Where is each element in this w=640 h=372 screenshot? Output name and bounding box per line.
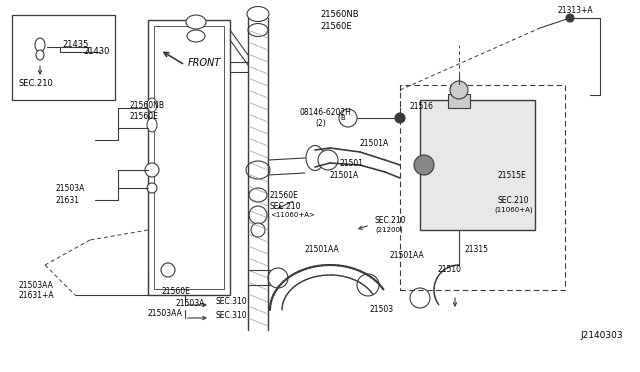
Bar xyxy=(400,85,565,290)
Text: (11060+A): (11060+A) xyxy=(494,207,532,213)
Bar xyxy=(448,94,470,108)
Circle shape xyxy=(147,183,157,193)
Text: J2140303: J2140303 xyxy=(580,330,623,340)
Text: 21503AA: 21503AA xyxy=(148,308,183,317)
Bar xyxy=(154,26,224,289)
Circle shape xyxy=(268,268,288,288)
Circle shape xyxy=(414,155,434,175)
Text: 21313+A: 21313+A xyxy=(558,6,594,15)
Text: SEC.310: SEC.310 xyxy=(215,311,246,320)
Text: 21560E: 21560E xyxy=(162,288,191,296)
Text: 21516: 21516 xyxy=(410,102,434,110)
Ellipse shape xyxy=(246,161,270,179)
Ellipse shape xyxy=(147,118,157,132)
Ellipse shape xyxy=(306,145,324,170)
Circle shape xyxy=(318,150,338,170)
Ellipse shape xyxy=(186,15,206,29)
Circle shape xyxy=(566,14,574,22)
Ellipse shape xyxy=(248,23,268,36)
Circle shape xyxy=(395,113,405,123)
Ellipse shape xyxy=(247,6,269,22)
Text: 08146-6202H: 08146-6202H xyxy=(300,108,352,116)
Text: 21560E: 21560E xyxy=(270,190,299,199)
Text: 21560NB: 21560NB xyxy=(320,10,358,19)
Circle shape xyxy=(251,223,265,237)
Text: 21501AA: 21501AA xyxy=(305,246,340,254)
Text: B: B xyxy=(340,115,346,121)
Text: <11060+A>: <11060+A> xyxy=(270,212,315,218)
Text: 21503AA: 21503AA xyxy=(18,280,53,289)
Text: SEC.210: SEC.210 xyxy=(18,78,52,87)
Text: 21560E: 21560E xyxy=(320,22,351,31)
Bar xyxy=(148,20,230,295)
Text: SEC.210: SEC.210 xyxy=(498,196,529,205)
Bar xyxy=(420,100,535,230)
Text: 21560E: 21560E xyxy=(130,112,159,121)
Text: 21631: 21631 xyxy=(55,196,79,205)
Text: 21515E: 21515E xyxy=(498,170,527,180)
Text: SEC.210: SEC.210 xyxy=(270,202,301,211)
Text: 21435: 21435 xyxy=(62,39,88,48)
Text: 21503A: 21503A xyxy=(55,183,84,192)
Ellipse shape xyxy=(147,98,157,112)
Text: 21631+A: 21631+A xyxy=(18,291,54,299)
Text: 21430: 21430 xyxy=(83,46,109,55)
Circle shape xyxy=(249,206,267,224)
Text: 21501AA: 21501AA xyxy=(390,250,425,260)
Text: 21501A: 21501A xyxy=(330,170,359,180)
Ellipse shape xyxy=(35,38,45,52)
Text: 21503A: 21503A xyxy=(175,298,204,308)
Circle shape xyxy=(145,163,159,177)
Text: 21501: 21501 xyxy=(340,158,364,167)
Text: SEC.310: SEC.310 xyxy=(215,298,246,307)
Ellipse shape xyxy=(187,30,205,42)
Circle shape xyxy=(450,81,468,99)
Circle shape xyxy=(357,274,379,296)
Ellipse shape xyxy=(36,50,44,60)
Text: 21501A: 21501A xyxy=(360,138,389,148)
Circle shape xyxy=(161,263,175,277)
Circle shape xyxy=(410,288,430,308)
Text: 21560NB: 21560NB xyxy=(130,100,165,109)
Ellipse shape xyxy=(249,188,267,202)
Text: SEC.210: SEC.210 xyxy=(375,215,406,224)
Circle shape xyxy=(339,109,357,127)
Text: (2): (2) xyxy=(315,119,326,128)
Text: 21510: 21510 xyxy=(438,266,462,275)
Text: FRONT: FRONT xyxy=(188,58,221,68)
Text: (21200): (21200) xyxy=(375,227,403,233)
Text: 21315: 21315 xyxy=(465,246,489,254)
Bar xyxy=(12,15,115,100)
Text: 21503: 21503 xyxy=(370,305,394,314)
